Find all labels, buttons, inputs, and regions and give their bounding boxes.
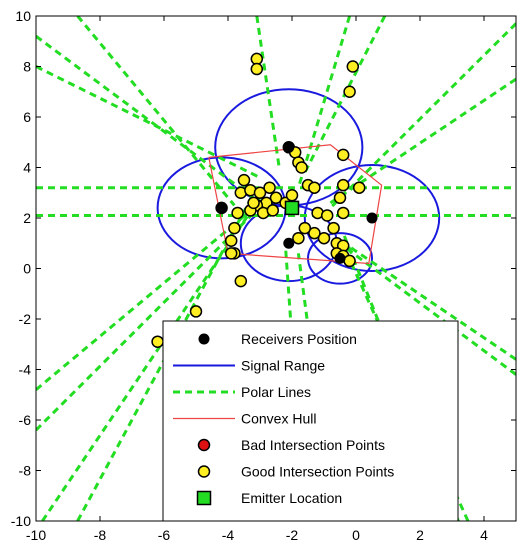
good-intersection-point <box>247 196 260 210</box>
good-intersection-point <box>266 204 280 217</box>
y-tick-label: 8 <box>23 59 31 75</box>
legend-label: Polar Lines <box>241 384 311 400</box>
good-intersection-point <box>285 189 299 202</box>
good-intersection-point <box>298 221 312 235</box>
y-tick-label: 2 <box>23 210 31 226</box>
legend-label: Good Intersection Points <box>241 464 394 480</box>
legend-label: Emitter Location <box>241 490 342 506</box>
receiver-position-point <box>283 141 295 153</box>
x-tick-label: -8 <box>94 527 107 543</box>
legend-swatch <box>197 438 211 452</box>
polar-line <box>36 65 261 179</box>
good-intersection-point <box>333 191 347 205</box>
x-tick-label: -2 <box>286 527 299 543</box>
y-tick-label: -2 <box>19 311 32 327</box>
polar-line <box>296 16 352 189</box>
legend-label: Signal Range <box>241 358 325 374</box>
bad-intersection-point <box>151 335 164 348</box>
legend-swatch <box>196 490 212 506</box>
good-intersection-point <box>237 173 251 187</box>
x-tick-label: 0 <box>352 527 360 543</box>
bad-intersection-point <box>234 274 248 288</box>
legend-swatch <box>198 333 210 345</box>
emitter-location-point <box>284 200 300 216</box>
good-intersection-point <box>295 161 308 174</box>
good-intersection-point <box>327 221 340 235</box>
y-tick-label: 0 <box>23 261 31 277</box>
signal-range-circle <box>307 232 373 285</box>
polar-line <box>36 34 261 205</box>
legend-label: Receivers Position <box>241 331 357 347</box>
bad-intersection-point <box>224 247 238 260</box>
signal-range-circle <box>303 163 441 273</box>
y-tick-label: 6 <box>23 109 31 125</box>
bad-intersection-point <box>189 305 203 318</box>
y-tick-label: -10 <box>11 513 31 529</box>
legend-swatch <box>197 465 211 478</box>
good-intersection-point <box>320 209 334 222</box>
good-intersection-point <box>336 178 350 192</box>
polar-line <box>36 211 255 432</box>
polar-line <box>76 16 236 207</box>
y-tick-label: 10 <box>15 8 31 24</box>
x-tick-label: -6 <box>158 527 171 543</box>
good-intersection-point <box>269 191 283 205</box>
good-intersection-point <box>308 226 321 240</box>
good-intersection-point <box>352 181 366 194</box>
y-tick-label: -4 <box>19 362 32 378</box>
good-intersection-point <box>317 231 331 245</box>
receiver-position-point <box>366 212 378 224</box>
polar-line <box>335 236 516 361</box>
bad-intersection-point <box>346 60 360 73</box>
good-intersection-point <box>308 181 321 194</box>
polar-line <box>329 22 516 209</box>
good-intersection-point <box>292 231 305 245</box>
y-tick-label: -8 <box>19 463 32 479</box>
x-tick-label: 2 <box>416 527 424 543</box>
good-intersection-point <box>253 186 267 199</box>
receiver-position-point <box>216 202 228 214</box>
good-intersection-point <box>228 221 241 235</box>
bad-intersection-point <box>250 62 264 76</box>
y-tick-label: 4 <box>23 160 31 176</box>
x-tick-label: 4 <box>480 527 488 543</box>
x-tick-label: -4 <box>222 527 235 543</box>
good-intersection-point <box>336 206 350 220</box>
receiver-position-point <box>283 237 295 249</box>
good-intersection-point <box>231 206 244 220</box>
y-tick-label: -6 <box>19 412 32 428</box>
good-intersection-point <box>224 234 238 247</box>
good-intersection-point <box>336 148 350 162</box>
legend-label: Convex Hull <box>241 411 316 427</box>
bad-intersection-point <box>343 85 356 98</box>
x-tick-label: -10 <box>26 527 46 543</box>
legend-box <box>162 320 459 522</box>
polar-line <box>36 201 261 391</box>
receiver-position-point <box>334 252 346 264</box>
legend-label: Bad Intersection Points <box>241 437 385 453</box>
bad-intersection-point <box>343 254 356 268</box>
polar-line <box>255 16 281 168</box>
convex-hull <box>208 144 383 265</box>
good-intersection-point <box>263 181 276 194</box>
